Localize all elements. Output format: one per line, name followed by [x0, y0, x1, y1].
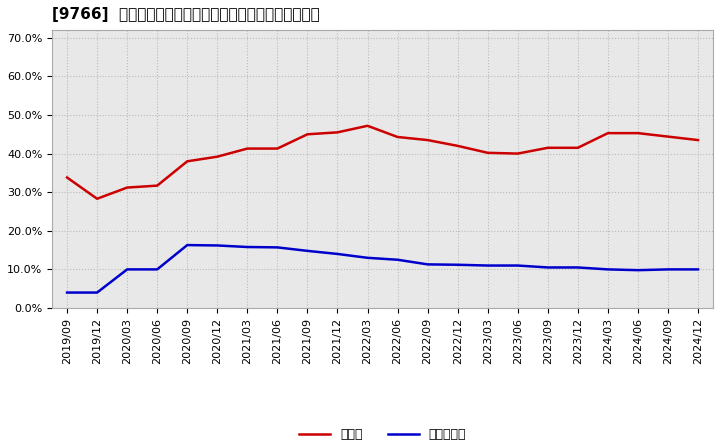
現須金: [423, 137, 432, 143]
現須金: [483, 150, 492, 155]
有利子負債: [123, 267, 132, 272]
有利子負債: [63, 290, 71, 295]
有利子負債: [333, 251, 342, 257]
有利子負債: [664, 267, 672, 272]
現須金: [123, 185, 132, 190]
現須金: [634, 131, 642, 136]
有利子負債: [423, 262, 432, 267]
有利子負債: [93, 290, 102, 295]
現須金: [183, 159, 192, 164]
Line: 現須金: 現須金: [67, 126, 698, 199]
Text: [9766]  現須金、有利子負債の総資産に対する比率の推移: [9766] 現須金、有利子負債の総資産に対する比率の推移: [52, 7, 320, 22]
有利子負債: [153, 267, 161, 272]
有利子負債: [483, 263, 492, 268]
有利子負債: [574, 265, 582, 270]
現須金: [544, 145, 552, 150]
有利子負債: [634, 268, 642, 273]
有利子負債: [513, 263, 522, 268]
有利子負債: [693, 267, 702, 272]
有利子負債: [243, 244, 252, 249]
有利子負債: [363, 255, 372, 260]
現須金: [273, 146, 282, 151]
有利子負債: [603, 267, 612, 272]
有利子負債: [393, 257, 402, 262]
現須金: [664, 134, 672, 139]
現須金: [574, 145, 582, 150]
現須金: [333, 130, 342, 135]
有利子負債: [544, 265, 552, 270]
現須金: [454, 143, 462, 149]
有利子負債: [213, 243, 222, 248]
有利子負債: [183, 242, 192, 248]
有利子負債: [454, 262, 462, 268]
現須金: [153, 183, 161, 188]
有利子負債: [273, 245, 282, 250]
Legend: 現須金, 有利子負債: 現須金, 有利子負債: [294, 423, 472, 440]
現須金: [93, 196, 102, 202]
現須金: [213, 154, 222, 159]
現須金: [393, 134, 402, 139]
現須金: [243, 146, 252, 151]
現須金: [363, 123, 372, 128]
現須金: [603, 131, 612, 136]
Line: 有利子負債: 有利子負債: [67, 245, 698, 293]
現須金: [63, 175, 71, 180]
有利子負債: [303, 248, 312, 253]
現須金: [693, 137, 702, 143]
現須金: [303, 132, 312, 137]
現須金: [513, 151, 522, 156]
